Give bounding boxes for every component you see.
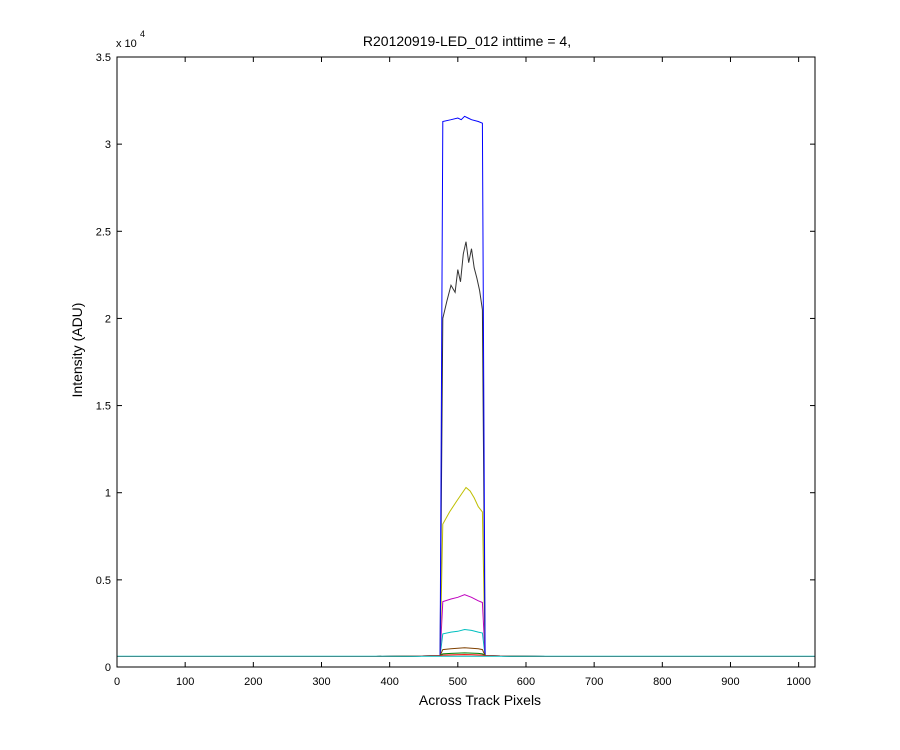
x-tick-label: 700 xyxy=(585,676,603,688)
y-tick-label: 0.5 xyxy=(96,575,111,587)
y-tick-label: 2 xyxy=(105,313,111,325)
x-tick-label: 500 xyxy=(449,676,467,688)
y-tick-label: 3.5 xyxy=(96,52,111,64)
y-multiplier-base: x 10 xyxy=(116,38,137,50)
x-tick-label: 900 xyxy=(721,676,739,688)
y-tick-label: 0 xyxy=(105,662,111,674)
x-axis-label: Across Track Pixels xyxy=(419,692,541,708)
y-axis-label: Intensity (ADU) xyxy=(69,303,85,398)
x-tick-label: 100 xyxy=(176,676,194,688)
x-tick-label: 400 xyxy=(380,676,398,688)
chart-title: R20120919-LED_012 inttime = 4, xyxy=(363,33,571,49)
y-tick-label: 1.5 xyxy=(96,401,111,413)
axes-frame xyxy=(116,56,816,668)
x-tick-label: 0 xyxy=(114,676,120,688)
series-layer xyxy=(117,115,815,657)
x-ticks: 0 100 200 300 400 500 600 700 800 900 1000 xyxy=(114,57,811,688)
plot-area xyxy=(117,57,815,667)
y-tick-label: 3 xyxy=(105,139,111,151)
x-tick-label: 800 xyxy=(653,676,671,688)
x-tick-label: 300 xyxy=(312,676,330,688)
y-tick-label: 1 xyxy=(105,488,111,500)
y-tick-label: 2.5 xyxy=(96,226,111,238)
y-ticks: 0 0.5 1 1.5 2 2.5 3 3.5 xyxy=(96,52,815,674)
x-tick-label: 1000 xyxy=(786,676,810,688)
y-multiplier-exponent: 4 xyxy=(140,29,145,39)
x-tick-label: 200 xyxy=(244,676,262,688)
x-tick-label: 600 xyxy=(517,676,535,688)
